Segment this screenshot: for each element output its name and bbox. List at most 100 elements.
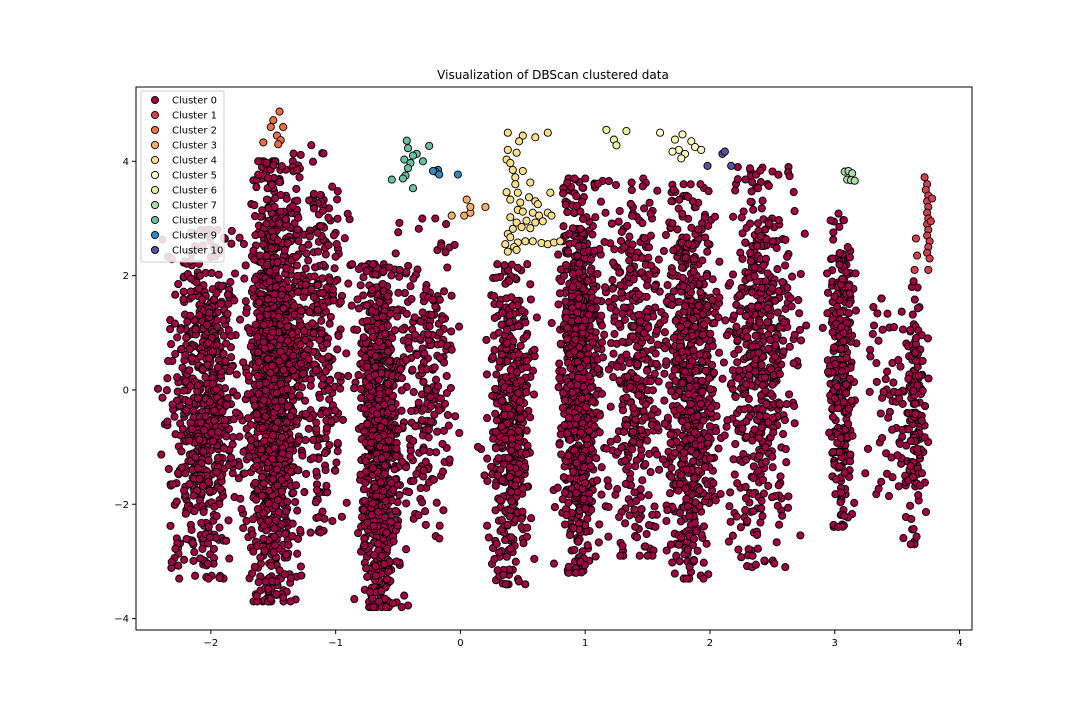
data-point	[289, 351, 298, 360]
data-point	[198, 295, 207, 304]
data-point	[381, 496, 390, 505]
data-point	[583, 541, 592, 550]
data-point	[356, 470, 365, 479]
data-point	[252, 410, 261, 419]
data-point	[275, 219, 284, 228]
data-point	[407, 294, 416, 304]
data-point	[173, 469, 183, 478]
data-point	[554, 250, 563, 259]
data-point	[261, 412, 270, 421]
data-point	[331, 466, 340, 475]
data-point	[264, 499, 273, 508]
data-point	[324, 213, 333, 222]
data-point	[490, 313, 499, 322]
data-point	[644, 491, 653, 500]
data-point	[440, 358, 449, 367]
data-point	[195, 474, 204, 484]
data-point	[592, 296, 601, 305]
data-point	[389, 485, 398, 494]
data-point	[350, 384, 359, 393]
data-point	[254, 578, 263, 587]
data-point	[321, 250, 330, 259]
data-point	[583, 514, 592, 523]
data-point	[283, 239, 292, 248]
data-point	[627, 186, 636, 195]
data-point	[321, 466, 330, 475]
data-point	[600, 330, 609, 339]
data-point	[217, 282, 226, 291]
data-point	[272, 388, 281, 397]
data-point	[318, 288, 327, 297]
data-point	[383, 544, 392, 553]
data-point	[224, 516, 233, 525]
data-point	[164, 356, 173, 366]
data-point	[421, 457, 430, 466]
data-point	[179, 295, 188, 304]
data-point	[385, 357, 394, 366]
data-point	[369, 464, 378, 473]
data-point	[222, 339, 231, 348]
data-point	[205, 486, 214, 495]
data-point	[569, 208, 578, 217]
data-point	[390, 326, 400, 335]
data-point	[288, 330, 297, 339]
data-point	[344, 279, 353, 288]
data-point	[514, 350, 524, 359]
data-point	[522, 449, 531, 458]
data-point	[522, 331, 531, 341]
data-point	[497, 396, 506, 405]
data-point	[447, 291, 456, 300]
data-point	[190, 548, 199, 557]
data-point	[565, 435, 574, 444]
data-point	[263, 295, 272, 304]
data-point	[268, 361, 277, 370]
data-point	[253, 372, 262, 381]
data-point	[585, 372, 594, 381]
data-point	[385, 263, 394, 272]
data-point	[404, 337, 413, 347]
data-point	[247, 435, 256, 444]
data-point	[521, 318, 530, 327]
data-point	[523, 523, 532, 532]
data-point	[293, 549, 302, 558]
data-point	[261, 378, 270, 387]
data-point	[168, 400, 177, 409]
data-point	[215, 573, 224, 582]
data-point	[436, 394, 445, 403]
data-point	[565, 530, 574, 540]
data-point	[434, 406, 444, 415]
data-point	[177, 447, 186, 456]
data-point	[496, 465, 505, 474]
data-point	[239, 358, 248, 367]
data-point	[265, 486, 274, 495]
data-point	[409, 387, 418, 397]
data-point	[263, 354, 273, 363]
data-point	[429, 475, 438, 484]
data-point	[383, 321, 392, 330]
data-point	[523, 260, 532, 269]
data-point	[255, 312, 264, 322]
data-point	[259, 396, 268, 405]
data-point	[392, 451, 401, 460]
data-point	[270, 524, 279, 533]
data-point	[205, 354, 214, 363]
data-point	[322, 481, 331, 490]
data-point	[294, 213, 303, 222]
data-point	[576, 363, 585, 372]
data-point	[398, 457, 407, 466]
data-point	[501, 373, 511, 382]
data-point	[180, 486, 189, 495]
data-point	[491, 427, 500, 436]
data-point	[215, 523, 224, 532]
data-point	[308, 157, 318, 166]
data-point	[164, 464, 173, 474]
data-point	[582, 403, 591, 412]
data-point	[572, 568, 581, 577]
data-point	[275, 357, 284, 366]
data-point	[563, 178, 572, 187]
data-point	[250, 275, 259, 284]
data-point	[614, 217, 623, 226]
data-point	[273, 258, 282, 267]
data-point	[296, 359, 306, 368]
data-point	[189, 556, 198, 565]
